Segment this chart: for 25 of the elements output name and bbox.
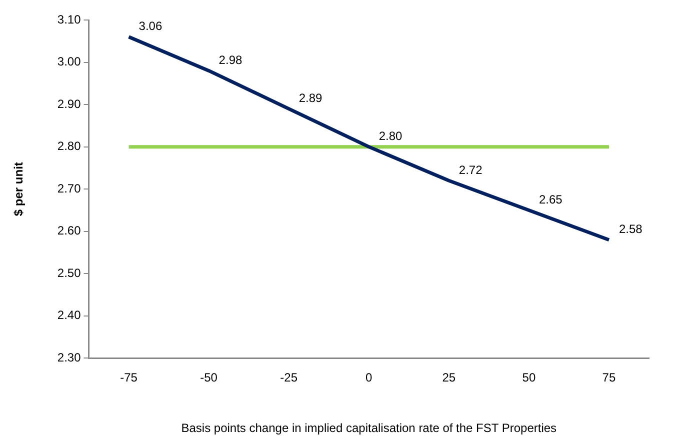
x-tick-label: 0 <box>366 370 373 385</box>
data-label: 2.89 <box>298 91 323 106</box>
data-label: 2.72 <box>458 162 483 177</box>
data-label: 2.58 <box>618 222 643 236</box>
data-label: 3.06 <box>138 19 162 34</box>
y-tick-label: 2.70 <box>57 181 82 196</box>
x-tick-label: -50 <box>200 370 218 385</box>
y-tick-label: 3.10 <box>57 12 82 26</box>
y-tick-label: 2.40 <box>57 308 82 322</box>
y-tick-label: 2.30 <box>57 350 82 365</box>
data-label: 2.98 <box>218 53 242 68</box>
x-axis-title: Basis points change in implied capitalisation rate of the FST Properties <box>181 421 557 436</box>
x-tick-label: -75 <box>120 370 138 385</box>
data-label: 2.65 <box>538 192 563 207</box>
y-tick-label: 2.60 <box>57 224 82 238</box>
y-tick-label: 2.80 <box>57 139 82 154</box>
y-tick-label: 3.00 <box>57 54 82 69</box>
x-tick-label: 25 <box>442 370 456 385</box>
x-tick-label: -25 <box>280 370 298 385</box>
y-axis-title: $ per unit <box>12 162 26 216</box>
data-label: 2.80 <box>378 129 403 144</box>
x-tick-label: 75 <box>602 370 616 385</box>
y-tick-label: 2.50 <box>57 266 82 280</box>
y-tick-label: 2.90 <box>57 96 82 111</box>
x-tick-label: 50 <box>522 370 536 385</box>
